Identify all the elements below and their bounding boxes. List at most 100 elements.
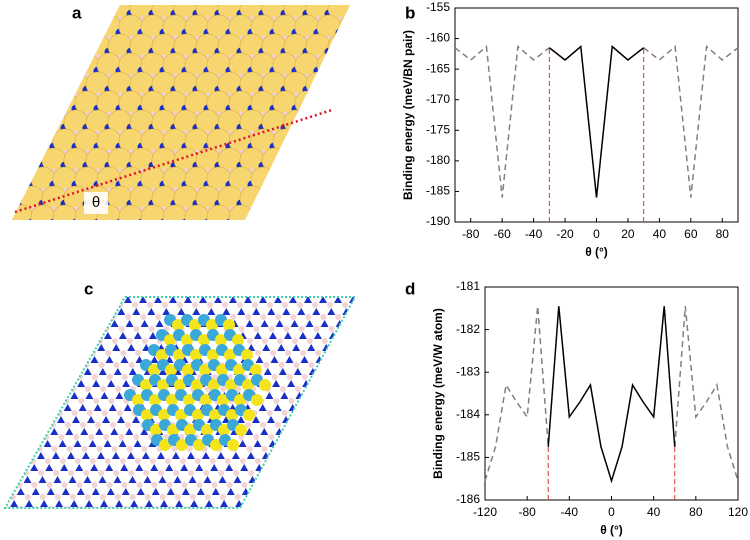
- atom-b: [94, 16, 102, 24]
- atom-n: [126, 452, 135, 459]
- atom-b: [126, 446, 133, 452]
- atom-n: [289, 297, 297, 303]
- atom-b: [28, 130, 36, 138]
- atom-b: [128, 264, 135, 271]
- atom-b: [58, 434, 65, 440]
- atom-large: [317, 243, 341, 267]
- atom-b: [81, 446, 88, 452]
- atom-n: [162, 308, 171, 315]
- atom-b: [239, 458, 246, 464]
- atom-b: [84, 226, 91, 233]
- atom-b: [0, 264, 3, 271]
- atom-n: [158, 368, 167, 375]
- atom-n: [16, 123, 26, 133]
- atom-b: [285, 350, 292, 356]
- atom-large: [449, 129, 473, 153]
- atom-n: [421, 356, 429, 363]
- atom-s: [216, 364, 228, 376]
- atom-b: [381, 17, 388, 24]
- atom-b: [480, 36, 487, 43]
- atom-large: [460, 0, 484, 20]
- atom-b: [216, 226, 223, 233]
- atom-n: [113, 476, 122, 483]
- atom-n: [295, 500, 304, 507]
- panel-label: c: [84, 279, 93, 298]
- atom-b: [370, 74, 377, 81]
- atom-n: [38, 85, 48, 95]
- atom-large: [52, 204, 78, 220]
- atom-b: [281, 149, 289, 157]
- atom-b: [275, 422, 281, 428]
- atom-b: [68, 470, 75, 476]
- atom-n: [343, 332, 352, 339]
- atom-b: [291, 338, 298, 344]
- atom-n: [271, 488, 280, 495]
- atom-s: [173, 349, 185, 361]
- atom-n: [235, 500, 244, 507]
- atom-n: [171, 238, 180, 247]
- atom-b: [359, 55, 366, 62]
- atom-n: [66, 452, 75, 459]
- atom-b: [425, 17, 432, 24]
- atom-n: [60, 47, 70, 57]
- x-tick-label: 120: [728, 505, 748, 519]
- atom-n: [313, 218, 323, 220]
- atom-b: [325, 386, 332, 392]
- atom-b: [268, 434, 275, 440]
- atom-b: [449, 326, 455, 332]
- atom-n: [117, 416, 125, 423]
- atom-n: [380, 257, 389, 266]
- atom-s: [156, 349, 168, 361]
- atom-n: [400, 392, 408, 399]
- atom-b: [392, 226, 399, 233]
- atom-n: [424, 257, 433, 266]
- atom-large: [361, 167, 385, 191]
- atom-n: [51, 452, 60, 459]
- atom-b: [100, 386, 107, 392]
- atom-b: [293, 470, 300, 476]
- atom-b: [286, 374, 293, 380]
- atom-b: [524, 112, 531, 119]
- atom-b: [535, 93, 542, 100]
- atom-n: [237, 308, 246, 315]
- atom-n: [310, 500, 319, 507]
- atom-b: [318, 398, 325, 404]
- atom-n: [62, 380, 71, 387]
- atom-s: [241, 349, 253, 361]
- atom-b: [264, 494, 271, 500]
- atom-large: [471, 15, 495, 39]
- atom-b: [260, 422, 266, 428]
- atom-n: [28, 440, 37, 447]
- atom-large: [196, 224, 220, 248]
- atom-n: [468, 67, 477, 76]
- atom-b: [331, 482, 338, 488]
- atom-n: [457, 124, 466, 133]
- atom-n: [128, 368, 137, 375]
- atom-n: [156, 452, 165, 459]
- atom-b: [363, 398, 369, 404]
- atom-b: [295, 386, 302, 392]
- atom-b: [258, 506, 265, 508]
- atom-b: [259, 187, 267, 195]
- atom-n: [140, 428, 149, 435]
- atom-n: [123, 404, 132, 411]
- atom-n: [82, 47, 92, 57]
- atom-n: [556, 29, 565, 38]
- atom-n: [380, 67, 389, 76]
- atom-b: [436, 112, 443, 119]
- atom-n: [336, 257, 345, 266]
- atom-n: [265, 500, 274, 507]
- atom-b: [397, 446, 403, 452]
- atom-b: [491, 55, 498, 62]
- atom-n: [312, 308, 321, 315]
- atom-b: [436, 264, 443, 271]
- atom-n: [302, 161, 312, 171]
- atom-n: [259, 297, 267, 303]
- atom-b: [447, 245, 454, 252]
- atom-b: [382, 446, 388, 452]
- atom-b: [362, 482, 368, 488]
- atom-n: [314, 257, 323, 266]
- atom-b: [502, 112, 509, 119]
- atom-n: [273, 404, 282, 411]
- atom-b: [298, 434, 305, 440]
